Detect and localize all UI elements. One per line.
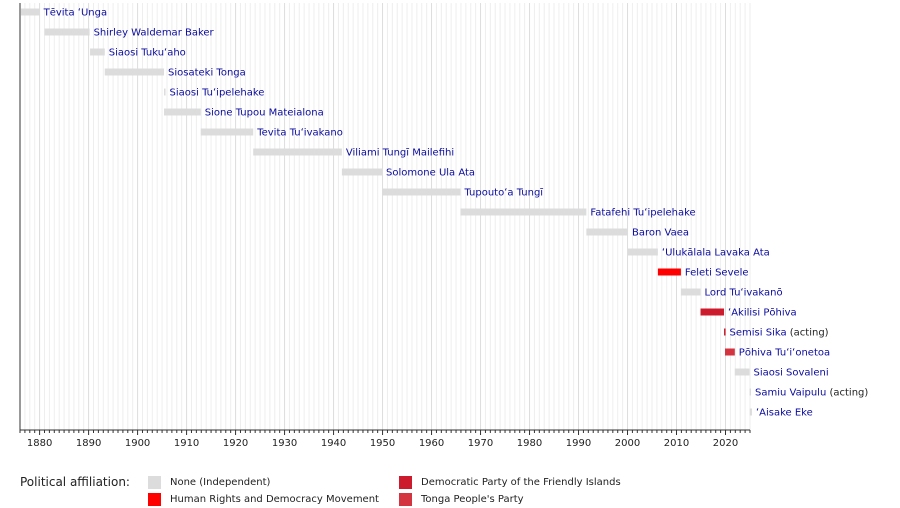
legend-label-tpp: Tonga People's Party: [421, 494, 524, 505]
term-bar: [749, 408, 752, 416]
x-tick-label: 1980: [517, 438, 542, 449]
x-tick-label: 1930: [272, 438, 297, 449]
term-bar: [749, 388, 752, 396]
term-bar: [90, 48, 105, 56]
term-bar: [586, 228, 629, 236]
leader-name: Pōhiva Tuʻiʻonetoa: [739, 348, 830, 359]
leader-name: Tēvita ʻUnga: [43, 8, 108, 19]
term-bar: [341, 168, 383, 176]
leader-note: (acting): [787, 328, 829, 339]
term-bar: [200, 128, 254, 136]
x-tick-label: 1940: [321, 438, 346, 449]
leader-name: Siaosi Sovaleni: [754, 368, 829, 379]
legend: Political affiliation: None (Independent…: [0, 470, 900, 508]
leader-name: Semisi Sika (acting): [730, 328, 829, 339]
term-bar: [164, 108, 201, 116]
term-bar: [734, 368, 750, 376]
term-bar: [104, 68, 165, 76]
term-bar: [628, 248, 658, 256]
timeline-chart: Tēvita ʻUnga Shirley Waldemar Baker Siaosi…: [19, 3, 869, 449]
term-bar: [657, 268, 681, 276]
gridlines: [19, 3, 751, 430]
legend-swatch-hrdm: [148, 493, 161, 506]
leader-name: Sione Tupou Mateialona: [205, 108, 324, 119]
x-tick-label: 1960: [419, 438, 444, 449]
legend-label-hrdm: Human Rights and Democracy Movement: [170, 494, 379, 505]
term-bar: [724, 328, 726, 336]
leader-name: Siaosi Tukuʻaho: [109, 48, 186, 59]
x-tick-label: 2000: [615, 438, 640, 449]
term-bars: [20, 8, 752, 416]
leader-name: ʻAisake Eke: [756, 408, 813, 419]
x-tick-label: 1910: [174, 438, 199, 449]
term-bar: [680, 288, 701, 296]
x-tick-label: 1920: [223, 438, 248, 449]
x-tick-label: 1950: [370, 438, 395, 449]
x-tick-label: 2020: [713, 438, 738, 449]
x-tick-label: 1990: [566, 438, 591, 449]
x-axis: 1880 1890 1900 1910 1920 1930 1940 1950 1960 1970…: [19, 3, 751, 449]
leader-name: Shirley Waldemar Baker: [94, 28, 215, 39]
leader-name: Siaosi Tuʻipelehake: [170, 88, 265, 99]
leader-name: ʻAkilisi Pōhiva: [728, 308, 797, 319]
leader-name: Baron Vaea: [632, 228, 689, 239]
term-bar: [382, 188, 461, 196]
legend-label-independent: None (Independent): [170, 477, 271, 488]
term-bar: [44, 28, 90, 36]
leader-name: Siosateki Tonga: [168, 68, 246, 79]
leader-name: Lord Tuʻivakanō: [705, 288, 783, 299]
leader-name: Tevita Tuʻivakano: [256, 128, 343, 139]
term-labels: Tēvita ʻUnga Shirley Waldemar Baker Siaosi…: [43, 8, 869, 419]
term-bar: [253, 148, 342, 156]
x-tick-label: 1970: [468, 438, 493, 449]
term-bar: [725, 348, 735, 356]
leader-name: ʻUlukālala Lavaka Ata: [662, 248, 770, 259]
x-tick-label: 2010: [664, 438, 689, 449]
term-bar: [164, 88, 166, 96]
term-bar: [20, 8, 40, 16]
leader-name: Feleti Sevele: [685, 268, 749, 279]
legend-label-dpfi: Democratic Party of the Friendly Islands: [421, 477, 621, 488]
leader-note: (acting): [826, 388, 868, 399]
leader-name: Fatafehi Tuʻipelehake: [590, 208, 695, 219]
leader-name: Tupoutoʻa Tungī: [463, 188, 543, 199]
leader-name: Solomone Ula Ata: [386, 168, 475, 179]
legend-swatch-independent: [148, 476, 161, 489]
x-tick-label: 1900: [125, 438, 150, 449]
leader-name: Samiu Vaipulu (acting): [755, 388, 868, 399]
leader-name: Viliami Tungī Mailefihi: [346, 148, 454, 159]
term-bar: [460, 208, 587, 216]
legend-swatch-tpp: [399, 493, 412, 506]
x-tick-label: 1890: [76, 438, 101, 449]
term-bar: [700, 308, 725, 316]
x-tick-label: 1880: [27, 438, 52, 449]
legend-title: Political affiliation:: [20, 475, 130, 489]
legend-swatch-dpfi: [399, 476, 412, 489]
